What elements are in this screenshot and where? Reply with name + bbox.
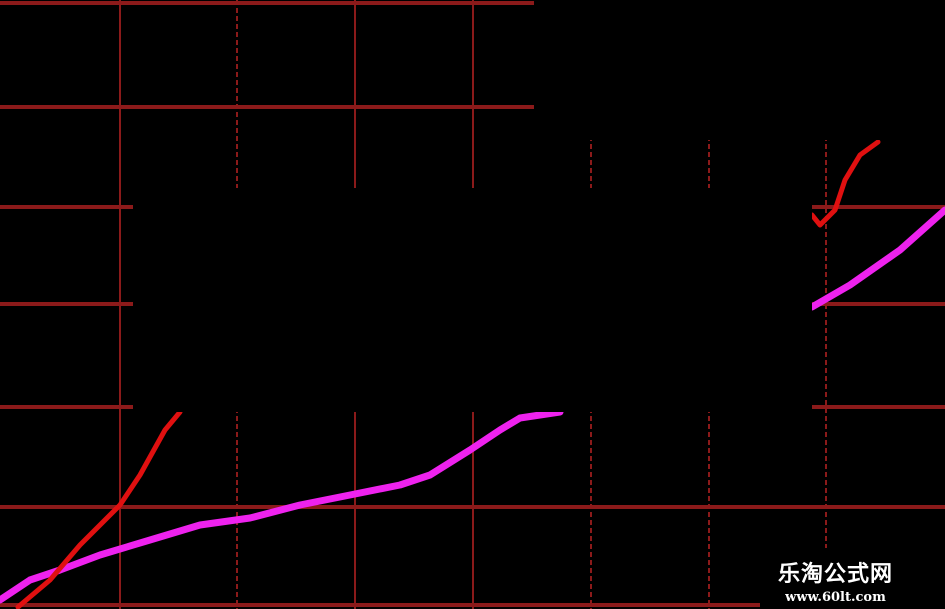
series-0-line-0 xyxy=(0,408,564,604)
masked-region-top-right xyxy=(534,0,945,140)
series-1-line-1 xyxy=(809,139,881,228)
watermark-name: 乐淘公式网 xyxy=(778,562,894,587)
series-1-line-0 xyxy=(15,409,183,609)
watermark-background xyxy=(760,548,945,609)
watermark: 乐淘公式网 www.60lt.com xyxy=(778,556,893,605)
watermark-url: www.60lt.com xyxy=(785,590,886,605)
series-0-line-1 xyxy=(808,206,945,311)
masked-region-center xyxy=(133,188,812,412)
